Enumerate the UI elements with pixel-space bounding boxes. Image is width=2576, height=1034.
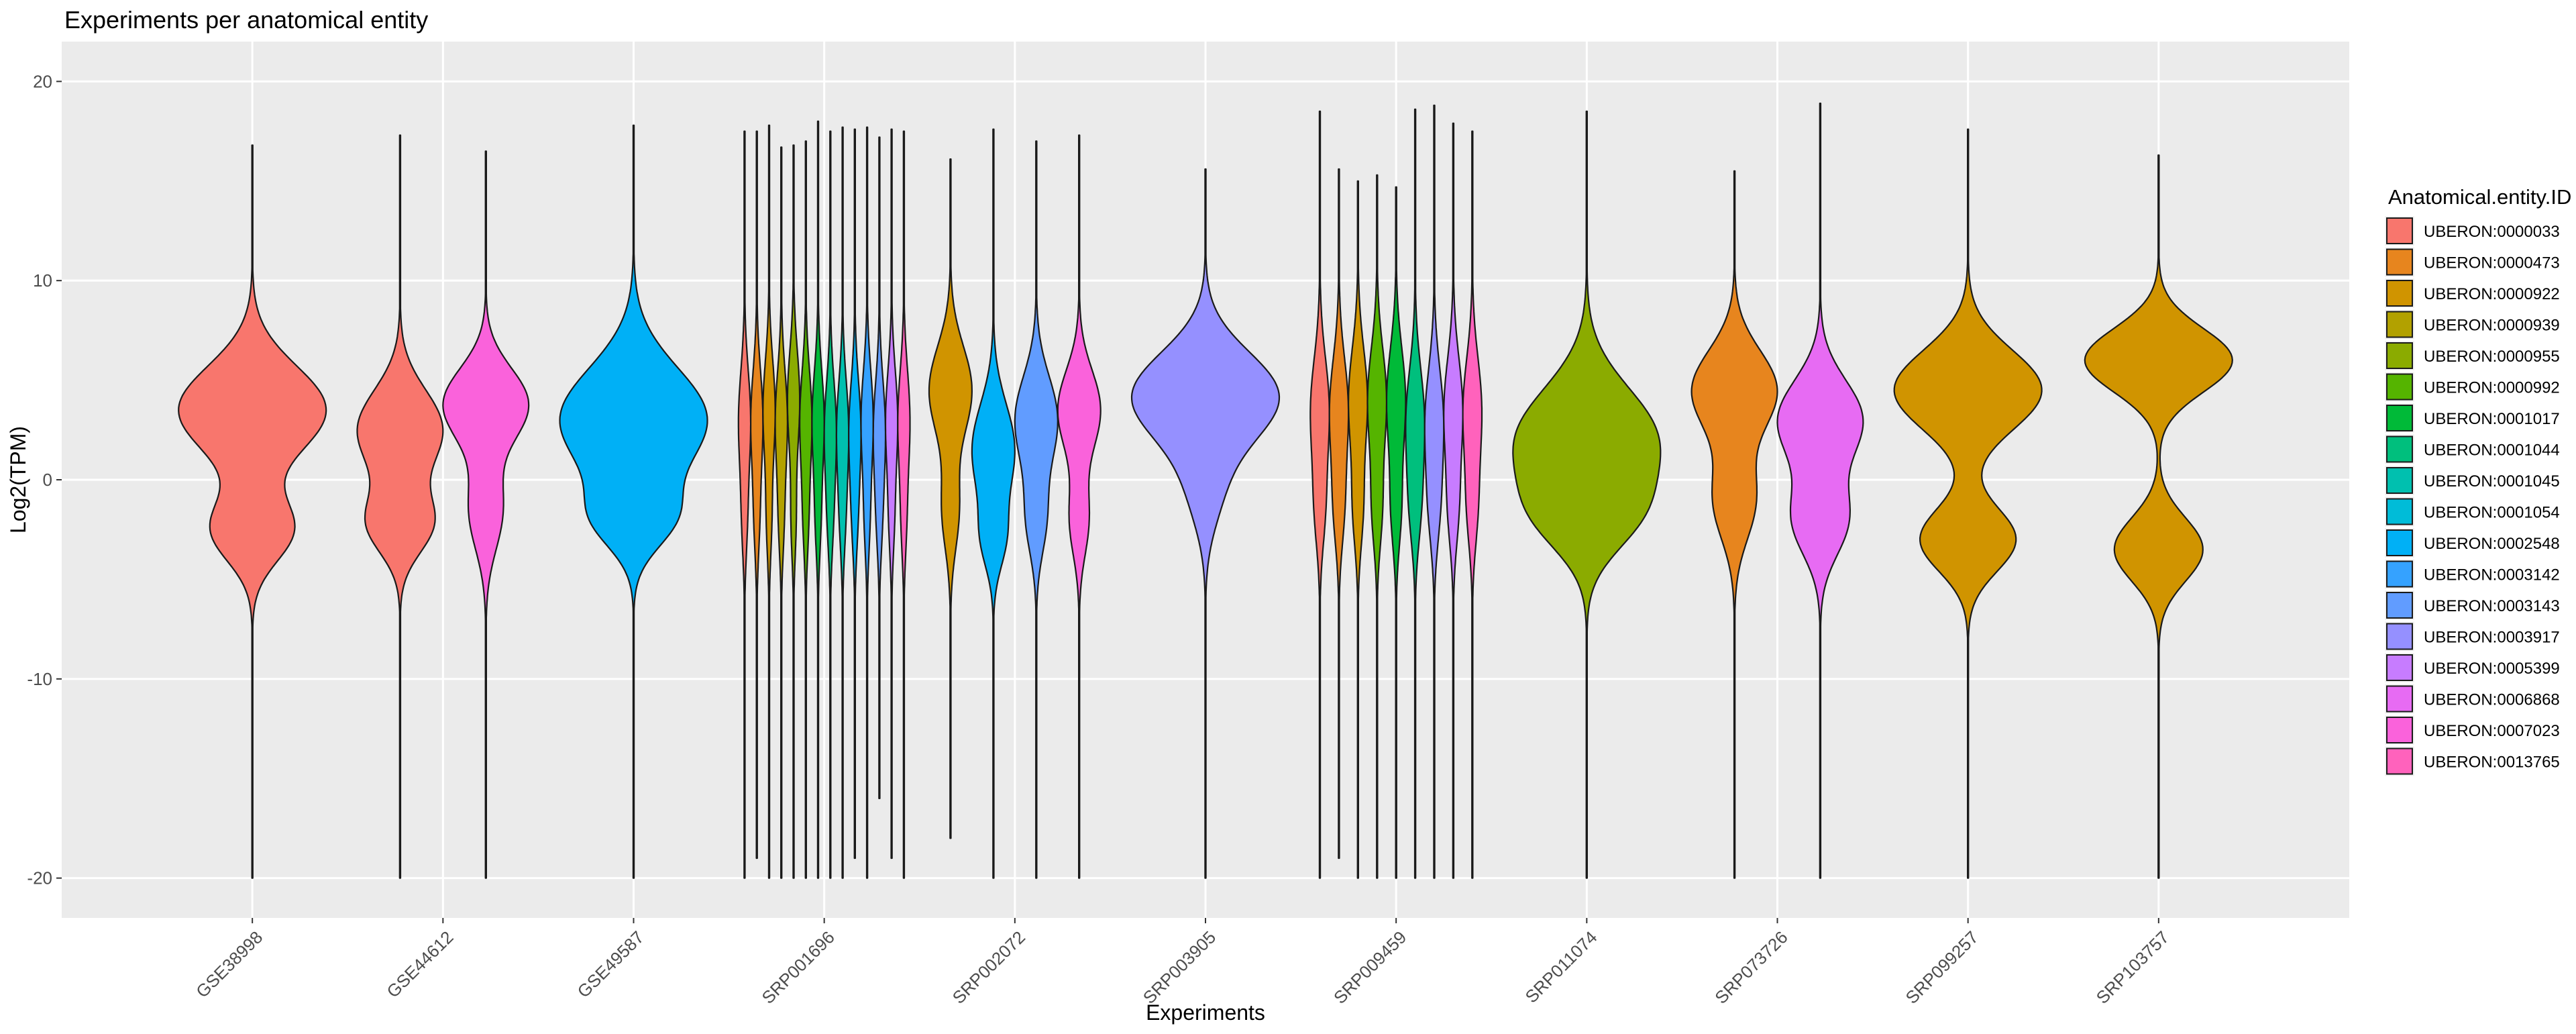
legend-label: UBERON:0000939: [2424, 317, 2560, 335]
legend-key-swatch: [2386, 747, 2413, 775]
legend-label: UBERON:0007023: [2424, 722, 2560, 740]
violin-SRP002072-UBERON-0003143: [1014, 140, 1059, 879]
violin-SRP011074-UBERON-0000955: [1512, 110, 1662, 879]
violin-SRP009459-UBERON-0005399: [1443, 122, 1464, 879]
legend-label: UBERON:0005399: [2424, 660, 2560, 678]
legend-label: UBERON:0000473: [2424, 254, 2560, 272]
legend-label: UBERON:0001054: [2424, 504, 2560, 522]
legend-label: UBERON:0001017: [2424, 410, 2560, 428]
legend-label: UBERON:0003143: [2424, 597, 2560, 615]
y-axis: -20 -10 0 10 20: [27, 71, 62, 888]
x-tick-label: SRP009459: [1330, 927, 1410, 1008]
violin-SRP001696-UBERON-0002548: [848, 128, 862, 860]
legend-key-swatch: [2386, 623, 2413, 650]
chart-title: Experiments per anatomical entity: [64, 6, 428, 34]
y-tick-label: 10: [33, 270, 52, 291]
violin-SRP001696-UBERON-0003142: [860, 126, 874, 879]
x-tick-label: SRP001696: [758, 927, 839, 1008]
y-tick-label: -20: [27, 868, 52, 888]
x-tick-label: SRP011074: [1521, 927, 1601, 1007]
x-tick-label: SRP099257: [1902, 927, 1982, 1008]
violin-SRP002072-UBERON-0002548: [971, 128, 1016, 879]
x-tick-label: GSE44612: [382, 927, 457, 1002]
violin-GSE44612-UBERON-0007023: [442, 150, 530, 879]
legend-label: UBERON:0000955: [2424, 348, 2560, 366]
violin-SRP103757-UBERON-0000922: [2084, 154, 2233, 879]
violin-SRP001696-UBERON-0001044: [823, 130, 837, 879]
x-tick-label: SRP002072: [949, 927, 1029, 1008]
legend-label: UBERON:0003917: [2424, 629, 2560, 647]
x-tick-label: GSE38998: [192, 927, 266, 1002]
legend-label: UBERON:0003142: [2424, 566, 2560, 584]
violin-SRP001696-UBERON-0005399: [884, 128, 899, 860]
y-tick-label: 0: [43, 470, 52, 490]
violin-SRP001696-UBERON-0001045: [835, 126, 850, 879]
legend-label: UBERON:0001045: [2424, 472, 2560, 490]
x-tick-label: SRP103757: [2092, 927, 2173, 1008]
violin-SRP001696-UBERON-0001017: [811, 120, 825, 879]
y-tick-label: 20: [33, 71, 52, 91]
x-tick-label: GSE49587: [574, 927, 648, 1002]
violin-GSE44612-UBERON-0000033: [356, 134, 444, 879]
legend-key-swatch: [2386, 311, 2413, 338]
violin-SRP002072-UBERON-0000922: [928, 158, 973, 839]
x-tick-label: SRP073726: [1711, 927, 1791, 1008]
x-axis: GSE38998 GSE44612 GSE49587 SRP001696 SRP0020…: [192, 918, 2173, 1008]
violin-SRP009459-UBERON-0003917: [1424, 104, 1445, 879]
violin-SRP001696-UBERON-0013765: [897, 130, 911, 879]
legend-key-swatch: [2386, 405, 2413, 431]
legend-key-swatch: [2386, 529, 2413, 556]
legend-key-swatch: [2386, 217, 2413, 244]
legend-key-swatch: [2386, 342, 2413, 369]
legend-label: UBERON:0006868: [2424, 691, 2560, 709]
violin-SRP073726-UBERON-0000473: [1690, 170, 1778, 879]
legend-label: UBERON:0002548: [2424, 535, 2560, 553]
legend: Anatomical.entity.ID UBERON:0000033 UBERO…: [2385, 185, 2571, 776]
violin-SRP001696-UBERON-0003143: [872, 136, 887, 799]
violin-layer: [178, 102, 2233, 879]
legend-key-swatch: [2386, 498, 2413, 525]
violin-SRP001696-UBERON-0000992: [799, 140, 813, 879]
legend-label: UBERON:0013765: [2424, 754, 2560, 772]
violin-SRP002072-UBERON-0007023: [1057, 134, 1102, 879]
legend-key-swatch: [2386, 654, 2413, 681]
legend-key-swatch: [2386, 435, 2413, 463]
violin-SRP073726-UBERON-0006868: [1776, 102, 1864, 879]
legend-label: UBERON:0000033: [2424, 223, 2560, 241]
legend-key-swatch: [2386, 560, 2413, 588]
violin-SRP001696-UBERON-0000955: [786, 144, 801, 879]
legend-key-swatch: [2386, 280, 2413, 307]
legend-key-swatch: [2386, 373, 2413, 401]
violin-SRP009459-UBERON-0013765: [1462, 130, 1483, 879]
violin-GSE38998-UBERON-0000033: [178, 144, 327, 879]
legend-key-swatch: [2386, 467, 2413, 494]
legend-label: UBERON:0000922: [2424, 285, 2560, 303]
violin-SRP001696-UBERON-0000939: [774, 146, 788, 879]
y-tick-label: -10: [27, 669, 52, 689]
legend-key-swatch: [2386, 592, 2413, 619]
legend-label: UBERON:0000992: [2424, 379, 2560, 397]
x-axis-title: Experiments: [1146, 1000, 1265, 1025]
violin-SRP009459-UBERON-0000033: [1309, 110, 1330, 879]
x-tick-label: SRP003905: [1139, 927, 1220, 1008]
legend-key-swatch: [2386, 717, 2413, 743]
violin-SRP001696-UBERON-0000922: [762, 124, 776, 879]
violin-GSE49587-UBERON-0002548: [559, 124, 708, 879]
violin-SRP009459-UBERON-0001044: [1405, 108, 1426, 879]
y-axis-title: Log2(TPM): [6, 426, 30, 533]
violin-SRP001696-UBERON-0000033: [737, 130, 752, 879]
legend-key-swatch: [2386, 248, 2413, 276]
legend-title: Anatomical.entity.ID: [2388, 185, 2571, 209]
legend-label: UBERON:0001044: [2424, 442, 2560, 460]
legend-key-swatch: [2386, 685, 2413, 713]
violin-SRP099257-UBERON-0000922: [1893, 128, 2043, 879]
violin-SRP001696-UBERON-0000473: [750, 130, 764, 860]
violin-SRP003905-UBERON-0003917: [1130, 168, 1281, 879]
